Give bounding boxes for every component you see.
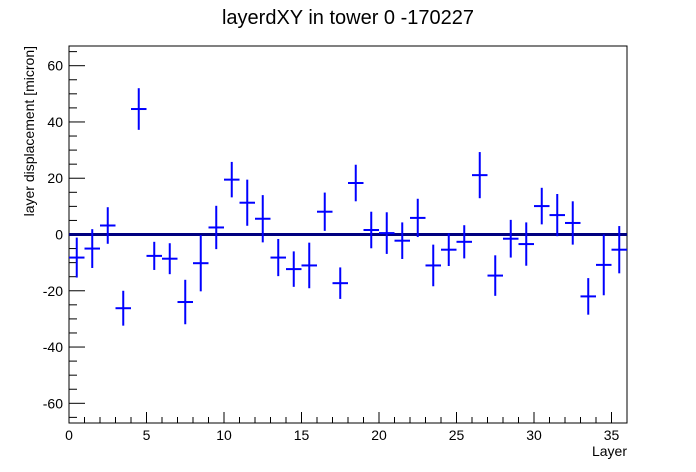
x-tick-label: 25 — [449, 427, 465, 443]
data-point — [379, 212, 395, 254]
data-point — [301, 242, 317, 289]
data-point — [84, 229, 100, 268]
data-point — [611, 226, 627, 274]
data-point — [239, 179, 255, 226]
data-point — [348, 164, 364, 202]
data-point — [208, 205, 224, 250]
y-axis: -60 -40 -20 0 20 40 60 — [43, 51, 85, 418]
data-point — [363, 211, 379, 249]
data-point — [177, 279, 193, 325]
data-point — [270, 239, 286, 277]
data-point — [456, 225, 472, 259]
y-tick-label: 0 — [55, 227, 63, 243]
data-point — [565, 201, 581, 245]
x-tick-label: 35 — [604, 427, 620, 443]
data-point — [115, 290, 131, 326]
data-point — [472, 152, 488, 199]
y-tick-label: -20 — [43, 283, 63, 299]
data-point — [549, 193, 565, 237]
data-point — [596, 234, 612, 296]
y-tick-label: 40 — [47, 114, 63, 130]
x-tick-label: 10 — [216, 427, 232, 443]
data-points — [69, 88, 627, 326]
x-tick-label: 5 — [143, 427, 151, 443]
data-point — [487, 255, 503, 296]
y-tick-label: -40 — [43, 339, 63, 355]
data-point — [146, 241, 162, 270]
x-tick-label: 30 — [526, 427, 542, 443]
y-tick-label: 20 — [47, 170, 63, 186]
data-point — [131, 88, 147, 130]
data-point — [224, 161, 240, 198]
data-point — [425, 244, 441, 287]
data-point — [580, 278, 596, 315]
data-point — [286, 251, 302, 287]
data-point — [193, 235, 209, 292]
y-tick-label: -60 — [43, 395, 63, 411]
data-point — [255, 195, 271, 243]
x-tick-label: 0 — [65, 427, 73, 443]
data-point — [394, 222, 410, 259]
x-tick-label: 15 — [294, 427, 310, 443]
x-axis: 0 5 10 15 20 25 30 35 — [65, 412, 628, 443]
data-point — [534, 187, 550, 225]
data-point — [69, 237, 85, 278]
data-point — [100, 207, 116, 244]
data-point — [317, 192, 333, 231]
x-axis-label: Layer — [592, 443, 627, 459]
data-point — [518, 222, 534, 266]
data-point — [441, 233, 457, 267]
y-tick-label: 60 — [47, 58, 63, 74]
y-axis-label: layer displacement [micron] — [21, 46, 37, 216]
data-point — [162, 243, 178, 275]
chart-title: layerdXY in tower 0 -170227 — [222, 7, 474, 29]
data-point — [410, 198, 426, 238]
data-point — [332, 267, 348, 299]
x-tick-label: 20 — [371, 427, 387, 443]
data-point — [503, 219, 519, 258]
